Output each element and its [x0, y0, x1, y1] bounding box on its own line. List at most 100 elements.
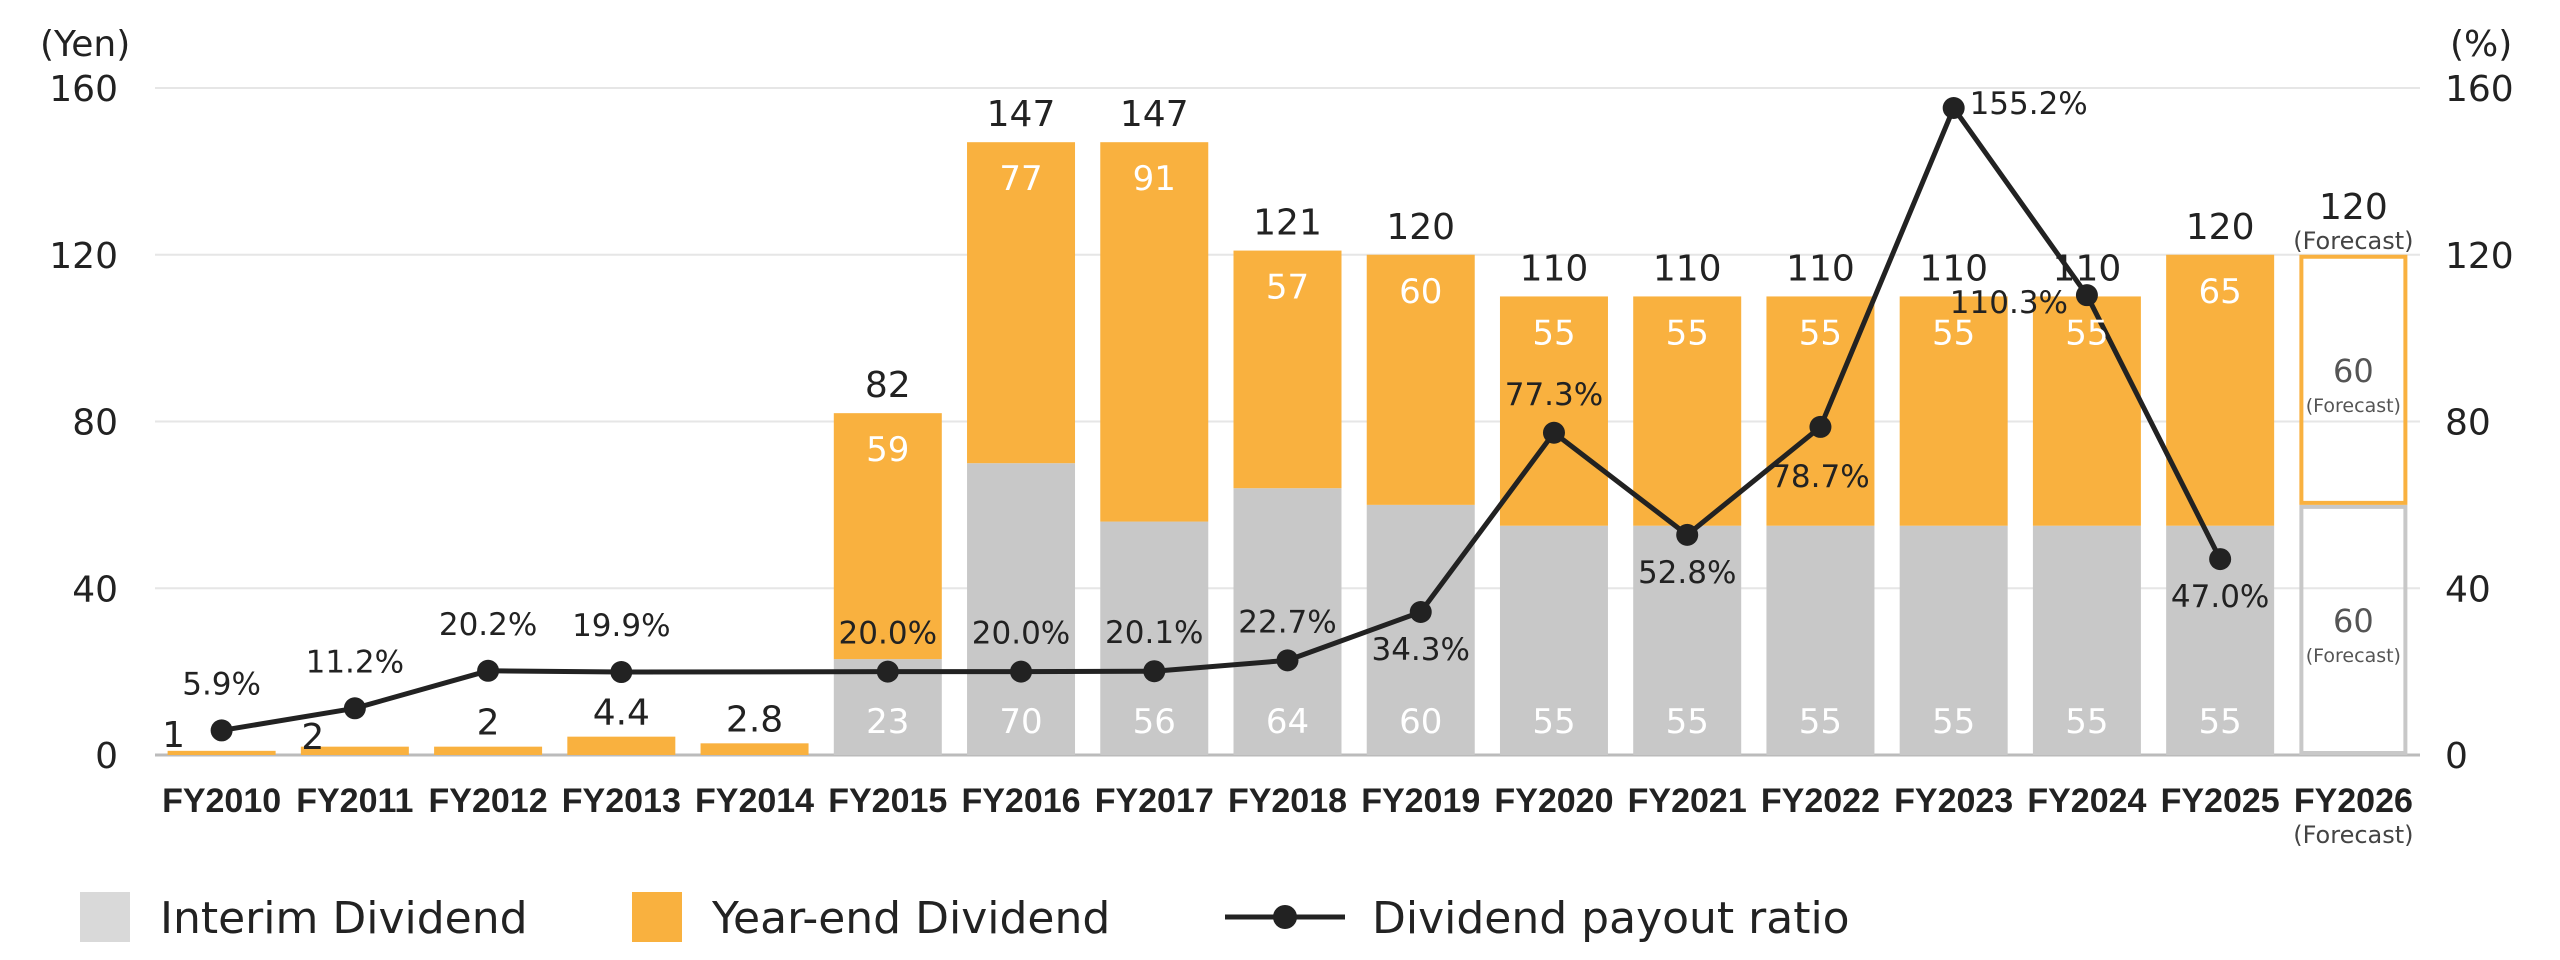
y-tick-label: 160: [49, 69, 118, 110]
payout-point: [2075, 284, 2098, 307]
data-labels: 1 2 2 4.4 2.8 23 59 82 70 77 147 56 91 147 64 57 121 60 60…: [162, 94, 2413, 758]
x-category-label: FY2022: [1761, 782, 1880, 820]
right-axis-unit: (%): [2450, 24, 2512, 65]
year-end-forecast-note: (Forecast): [2306, 395, 2401, 417]
interim-value-label: 70: [999, 702, 1042, 742]
total-value-label: 110: [1786, 248, 1855, 289]
total-value-label: 110: [1520, 248, 1589, 289]
payout-value-label: 22.7%: [1238, 604, 1336, 640]
payout-point: [1143, 660, 1166, 683]
interim-value-label: 60: [1399, 702, 1442, 742]
x-category-label: FY2014: [695, 782, 814, 820]
interim-value-label: 55: [2199, 702, 2242, 742]
total-value-label: 82: [865, 365, 911, 406]
payout-value-label: 155.2%: [1970, 86, 2088, 122]
x-category-label: FY2017: [1095, 782, 1214, 820]
bar-year-end: [1499, 296, 1608, 526]
year-end-value-label: 59: [866, 430, 909, 470]
bar-year-end: [1633, 296, 1742, 526]
x-category-label: FY2021: [1628, 782, 1747, 820]
year-end-value-label: 60: [2333, 352, 2374, 390]
bar-interim: [1633, 525, 1742, 755]
year-end-value-label: 60: [1399, 272, 1442, 312]
payout-point: [876, 660, 899, 683]
total-value-label: 120: [2186, 207, 2255, 248]
total-value-label: 120: [2319, 187, 2388, 228]
payout-value-label: 110.3%: [1950, 285, 2068, 321]
year-end-value-label: 65: [2199, 272, 2242, 312]
total-forecast-note: (Forecast): [2293, 227, 2413, 255]
bar-year-end: [967, 142, 1076, 464]
x-category-note: (Forecast): [2293, 821, 2413, 849]
x-category-label: FY2020: [1494, 782, 1613, 820]
y2-tick-label: 80: [2445, 403, 2491, 444]
right-axis-ticks: 0 40 80 120 160: [2445, 69, 2514, 777]
bar-year-end: [1233, 250, 1342, 489]
payout-point: [1676, 523, 1699, 546]
legend-swatch-yearend: [632, 892, 682, 942]
x-category-label: FY2024: [2027, 782, 2146, 820]
legend-swatch-interim: [80, 892, 130, 942]
total-value-label: 1: [162, 715, 185, 756]
total-value-label: 121: [1253, 203, 1322, 244]
x-category-label: FY2013: [562, 782, 681, 820]
payout-point: [1942, 97, 1965, 120]
bar-year-end: [567, 736, 676, 755]
payout-point: [1409, 601, 1432, 624]
year-end-value-label: 57: [1266, 268, 1309, 308]
interim-value-label: 60: [2333, 602, 2374, 640]
interim-value-label: 64: [1266, 702, 1309, 742]
bar-interim: [1899, 525, 2008, 755]
bar-year-end: [700, 743, 809, 755]
payout-point: [2209, 548, 2232, 571]
payout-value-label: 20.0%: [972, 616, 1070, 652]
legend: Interim Dividend Year-end Dividend Divid…: [80, 892, 1850, 944]
payout-point: [1276, 649, 1299, 672]
bar-interim: [2032, 525, 2141, 755]
bar-year-end: [833, 413, 942, 660]
payout-point: [343, 697, 366, 720]
bar-interim: [1499, 525, 1608, 755]
x-category-label: FY2023: [1894, 782, 2013, 820]
payout-point: [477, 659, 500, 682]
total-value-label: 2: [301, 717, 324, 758]
payout-point: [1010, 660, 1033, 683]
left-axis-ticks: 0 40 80 120 160: [49, 69, 118, 777]
total-value-label: 110: [2053, 248, 2122, 289]
payout-value-label: 5.9%: [182, 666, 261, 702]
year-end-value-label: 77: [999, 159, 1042, 199]
year-end-value-label: 55: [1932, 313, 1975, 353]
x-category-label: FY2019: [1361, 782, 1480, 820]
bar-year-end: [1899, 296, 2008, 526]
x-category-label: FY2026: [2294, 782, 2413, 820]
bar-interim: [1100, 521, 1209, 755]
bar-year-end: [300, 746, 409, 755]
year-end-value-label: 55: [1532, 313, 1575, 353]
payout-point: [610, 661, 633, 684]
payout-value-label: 47.0%: [2171, 579, 2269, 615]
legend-label-yearend: Year-end Dividend: [711, 893, 1110, 944]
payout-point: [1542, 421, 1565, 444]
x-category-label: FY2010: [162, 782, 281, 820]
payout-value-label: 52.8%: [1638, 555, 1736, 591]
category-labels: FY2010 FY2011 FY2012 FY2013 FY2014 FY2015 FY20…: [162, 782, 2413, 849]
payout-value-label: 34.3%: [1371, 632, 1469, 668]
bar-interim: [1366, 504, 1475, 755]
x-category-label: FY2018: [1228, 782, 1347, 820]
y2-tick-label: 120: [2445, 236, 2514, 277]
bar-interim: [2299, 504, 2408, 755]
total-value-label: 2.8: [726, 699, 783, 740]
interim-value-label: 55: [1666, 702, 1709, 742]
total-value-label: 147: [987, 94, 1056, 135]
interim-value-label: 23: [866, 702, 909, 742]
payout-ratio-line: 5.9% 11.2% 20.2% 19.9% 20.0% 20.0% 20.1% 22.7% 3…: [182, 86, 2269, 742]
y-tick-label: 80: [72, 403, 118, 444]
total-value-label: 120: [1386, 207, 1455, 248]
payout-value-label: 11.2%: [306, 644, 404, 680]
total-value-label: 110: [1653, 248, 1722, 289]
bars: [167, 142, 2408, 755]
bar-interim: [1233, 488, 1342, 755]
interim-value-label: 55: [2065, 702, 2108, 742]
payout-value-label: 77.3%: [1505, 377, 1603, 413]
